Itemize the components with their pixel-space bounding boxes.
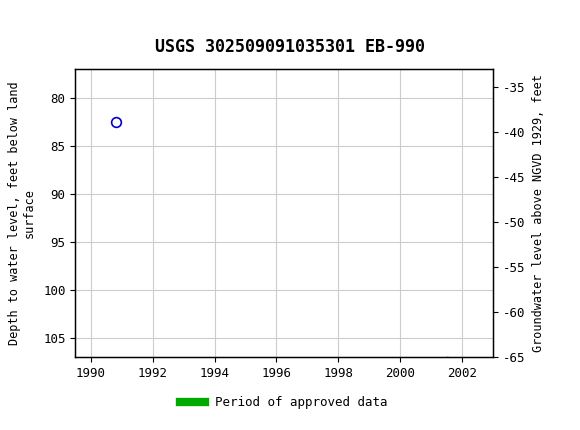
Text: USGS 302509091035301 EB-990: USGS 302509091035301 EB-990 [155, 38, 425, 56]
Text: ≡USGS: ≡USGS [12, 16, 75, 36]
Legend: Period of approved data: Period of approved data [176, 391, 393, 414]
Y-axis label: Groundwater level above NGVD 1929, feet: Groundwater level above NGVD 1929, feet [532, 74, 545, 352]
Y-axis label: Depth to water level, feet below land
surface: Depth to water level, feet below land su… [8, 81, 36, 345]
